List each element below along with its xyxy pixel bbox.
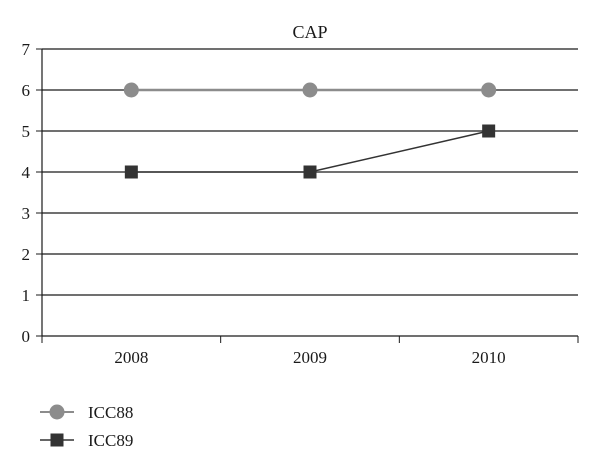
data-point-icc88 [481,82,497,98]
y-tick-label: 4 [22,163,31,182]
data-point-icc89 [303,165,317,179]
x-tick-label: 2009 [293,348,327,367]
legend: ICC88 ICC89 [40,403,133,450]
y-tick-label: 6 [22,81,31,100]
data-point-icc89 [124,165,138,179]
x-tick-label: 2010 [472,348,506,367]
y-axis-tick-labels: 0 1 2 3 4 5 6 7 [22,40,31,346]
legend-label-icc89: ICC89 [88,431,133,450]
data-point-icc88 [302,82,318,98]
legend-marker-icc89 [50,433,64,447]
x-tick-label: 2008 [114,348,148,367]
y-tick-label: 1 [22,286,31,305]
legend-label-icc88: ICC88 [88,403,133,422]
axes [36,48,579,343]
data-point-icc89 [482,124,496,138]
legend-marker-icc88 [49,404,65,420]
y-tick-label: 5 [22,122,31,141]
x-axis-tick-labels: 2008 2009 2010 [114,348,505,367]
y-tick-label: 2 [22,245,31,264]
series-group [123,82,497,179]
y-tick-label: 7 [22,40,31,59]
y-tick-label: 0 [22,327,31,346]
y-tick-label: 3 [22,204,31,223]
chart-title: CAP [292,22,327,42]
data-point-icc88 [123,82,139,98]
